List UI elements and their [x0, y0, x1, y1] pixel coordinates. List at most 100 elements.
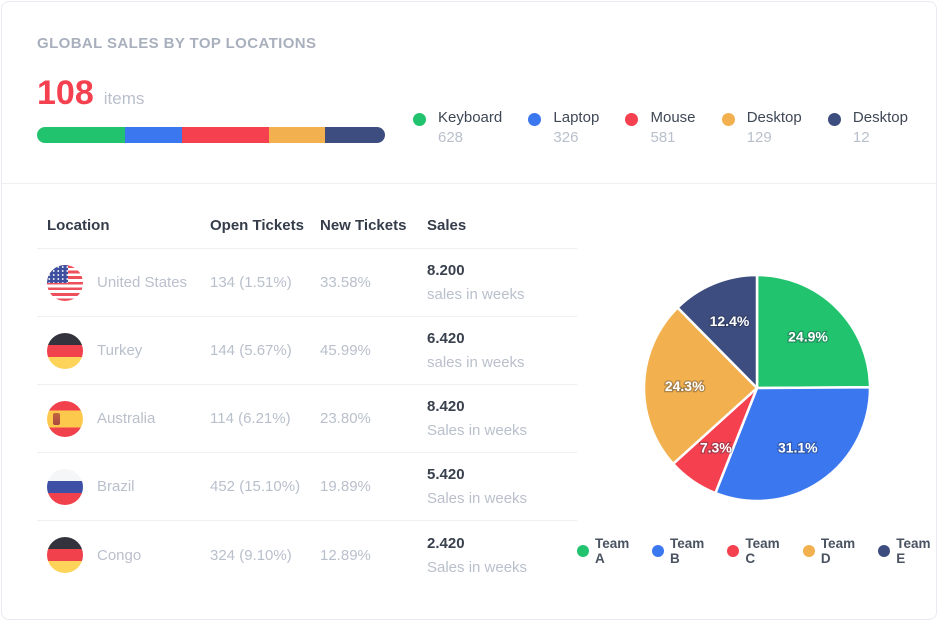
- pie-slice-label: 24.3%: [664, 378, 704, 394]
- legend-dot-icon: [727, 545, 740, 557]
- sales-sub-label: Sales in weeks: [427, 558, 528, 576]
- legend-value: 628: [438, 128, 464, 146]
- legend-dot-icon: [878, 545, 891, 557]
- bar-legend: Keyboard 628 Laptop 326 Mouse 581: [413, 108, 908, 147]
- pie-legend-label: Team C: [745, 536, 780, 566]
- pie-legend-label: Team B: [669, 536, 705, 566]
- legend-dot-icon: [827, 113, 841, 126]
- sales-sub-label: Sales in weeks: [427, 490, 528, 507]
- open-tickets-value: 452 (15.10%): [210, 478, 301, 495]
- legend-dot-icon: [625, 113, 639, 126]
- country-flag-icon: [47, 264, 83, 301]
- legend-name: Desktop: [746, 109, 802, 126]
- pie-legend: Team A Team B Team C Team D Team E: [577, 536, 936, 566]
- table-header-row: Location Open Tickets New Tickets Sales: [37, 217, 577, 249]
- pie-chart: 24.9% 31.1% 7.3% 24.3% 12.4%: [637, 268, 877, 513]
- col-header-location: Location: [47, 217, 110, 234]
- stacked-bar-chart: [37, 127, 385, 143]
- legend-name: Desktop: [852, 109, 908, 126]
- pie-slice-team-d[interactable]: [642, 306, 758, 466]
- pie-legend-item-team-d[interactable]: Team D: [802, 536, 861, 566]
- items-count-line: 108 items: [37, 74, 385, 113]
- pie-slice-label: 12.4%: [709, 313, 749, 329]
- legend-value: 12: [852, 128, 870, 146]
- legend-text: Desktop 129: [747, 108, 802, 147]
- legend-dot-icon: [413, 113, 426, 126]
- legend-name: Keyboard: [438, 109, 503, 126]
- location-name: Congo: [97, 546, 142, 564]
- sales-value: 2.420: [427, 534, 465, 552]
- pie-chart-section: 24.9% 31.1% 7.3% 24.3% 12.4% Team A Team B T…: [577, 184, 936, 589]
- table-row: Turkey 144 (5.67%) 45.99% 6.420 sales in…: [37, 317, 577, 385]
- bar-segment-desktop1: [269, 127, 326, 143]
- pie-legend-item-team-e[interactable]: Team E: [878, 536, 936, 566]
- legend-item-laptop[interactable]: Laptop 326: [528, 108, 599, 147]
- locations-table: Location Open Tickets New Tickets Sales …: [2, 184, 577, 589]
- pie-slice-team-a[interactable]: [755, 273, 871, 390]
- legend-name: Mouse: [650, 109, 696, 126]
- country-flag-icon: [47, 400, 83, 437]
- summary-left: 108 items: [37, 74, 385, 143]
- bar-segment-desktop2: [325, 127, 385, 143]
- legend-name: Laptop: [553, 109, 600, 126]
- table-row: Australia 114 (6.21%) 23.80% 8.420 Sales…: [37, 385, 577, 453]
- legend-item-mouse[interactable]: Mouse 581: [625, 108, 696, 147]
- bar-segment-laptop: [125, 127, 183, 143]
- bar-segment-mouse: [182, 127, 270, 143]
- pie-slice-label: 7.3%: [699, 439, 731, 455]
- col-header-open-tickets: Open Tickets: [210, 217, 304, 234]
- sales-value: 8.420: [427, 398, 465, 415]
- location-name: United States: [97, 274, 188, 291]
- pie-legend-label: Team D: [820, 536, 856, 566]
- pie-slice-label: 31.1%: [777, 440, 817, 456]
- sales-sub-label: Sales in weeks: [427, 422, 528, 439]
- new-tickets-value: 45.99%: [320, 342, 371, 359]
- legend-text: Keyboard 628: [438, 108, 502, 147]
- legend-text: Mouse 581: [650, 108, 695, 147]
- sales-value: 6.420: [427, 330, 465, 347]
- legend-dot-icon: [577, 545, 589, 557]
- new-tickets-value: 33.58%: [320, 274, 371, 291]
- country-flag-icon: [47, 537, 83, 573]
- legend-value: 129: [746, 128, 772, 146]
- pie-legend-item-team-b[interactable]: Team B: [651, 536, 710, 566]
- new-tickets-value: 19.89%: [320, 478, 371, 495]
- legend-dot-icon: [802, 545, 815, 557]
- open-tickets-value: 144 (5.67%): [210, 342, 292, 359]
- pie-slice-team-b[interactable]: [713, 386, 871, 503]
- legend-dot-icon: [528, 113, 542, 126]
- pie-legend-label: Team A: [595, 536, 630, 566]
- col-header-sales: Sales: [427, 217, 467, 234]
- sales-sub-label: sales in weeks: [427, 354, 525, 371]
- table-row: United States 134 (1.51%) 33.58% 8.200 s…: [37, 249, 577, 317]
- table-row: Brazil 452 (15.10%) 19.89% 5.420 Sales i…: [37, 453, 577, 521]
- legend-text: Desktop 12: [853, 108, 908, 147]
- legend-text: Laptop 326: [553, 108, 599, 147]
- open-tickets-value: 134 (1.51%): [210, 274, 292, 291]
- sales-value: 5.420: [427, 466, 465, 483]
- legend-value: 581: [650, 128, 676, 146]
- open-tickets-value: 114 (6.21%): [210, 410, 291, 427]
- location-name: Brazil: [97, 478, 135, 495]
- summary-section: 108 items Keyboard 628: [37, 74, 908, 146]
- pie-legend-label: Team E: [896, 536, 931, 566]
- section-divider: [2, 183, 936, 184]
- location-name: Turkey: [97, 342, 143, 359]
- pie-slice-team-e[interactable]: [675, 273, 758, 390]
- col-header-new-tickets: New Tickets: [320, 217, 407, 234]
- legend-dot-icon: [651, 545, 664, 557]
- pie-legend-item-team-c[interactable]: Team C: [727, 536, 785, 566]
- legend-item-keyboard[interactable]: Keyboard 628: [413, 108, 502, 147]
- new-tickets-value: 23.80%: [320, 410, 371, 427]
- legend-item-desktop-1[interactable]: Desktop 129: [721, 108, 802, 147]
- country-flag-icon: [47, 332, 83, 369]
- new-tickets-value: 12.89%: [320, 546, 371, 564]
- open-tickets-value: 324 (9.10%): [210, 546, 292, 564]
- legend-value: 326: [553, 128, 579, 146]
- country-flag-icon: [47, 468, 83, 505]
- legend-dot-icon: [721, 113, 735, 126]
- legend-item-desktop-2[interactable]: Desktop 12: [827, 108, 908, 147]
- pie-legend-item-team-a[interactable]: Team A: [577, 536, 635, 566]
- sales-value: 8.200: [427, 262, 465, 279]
